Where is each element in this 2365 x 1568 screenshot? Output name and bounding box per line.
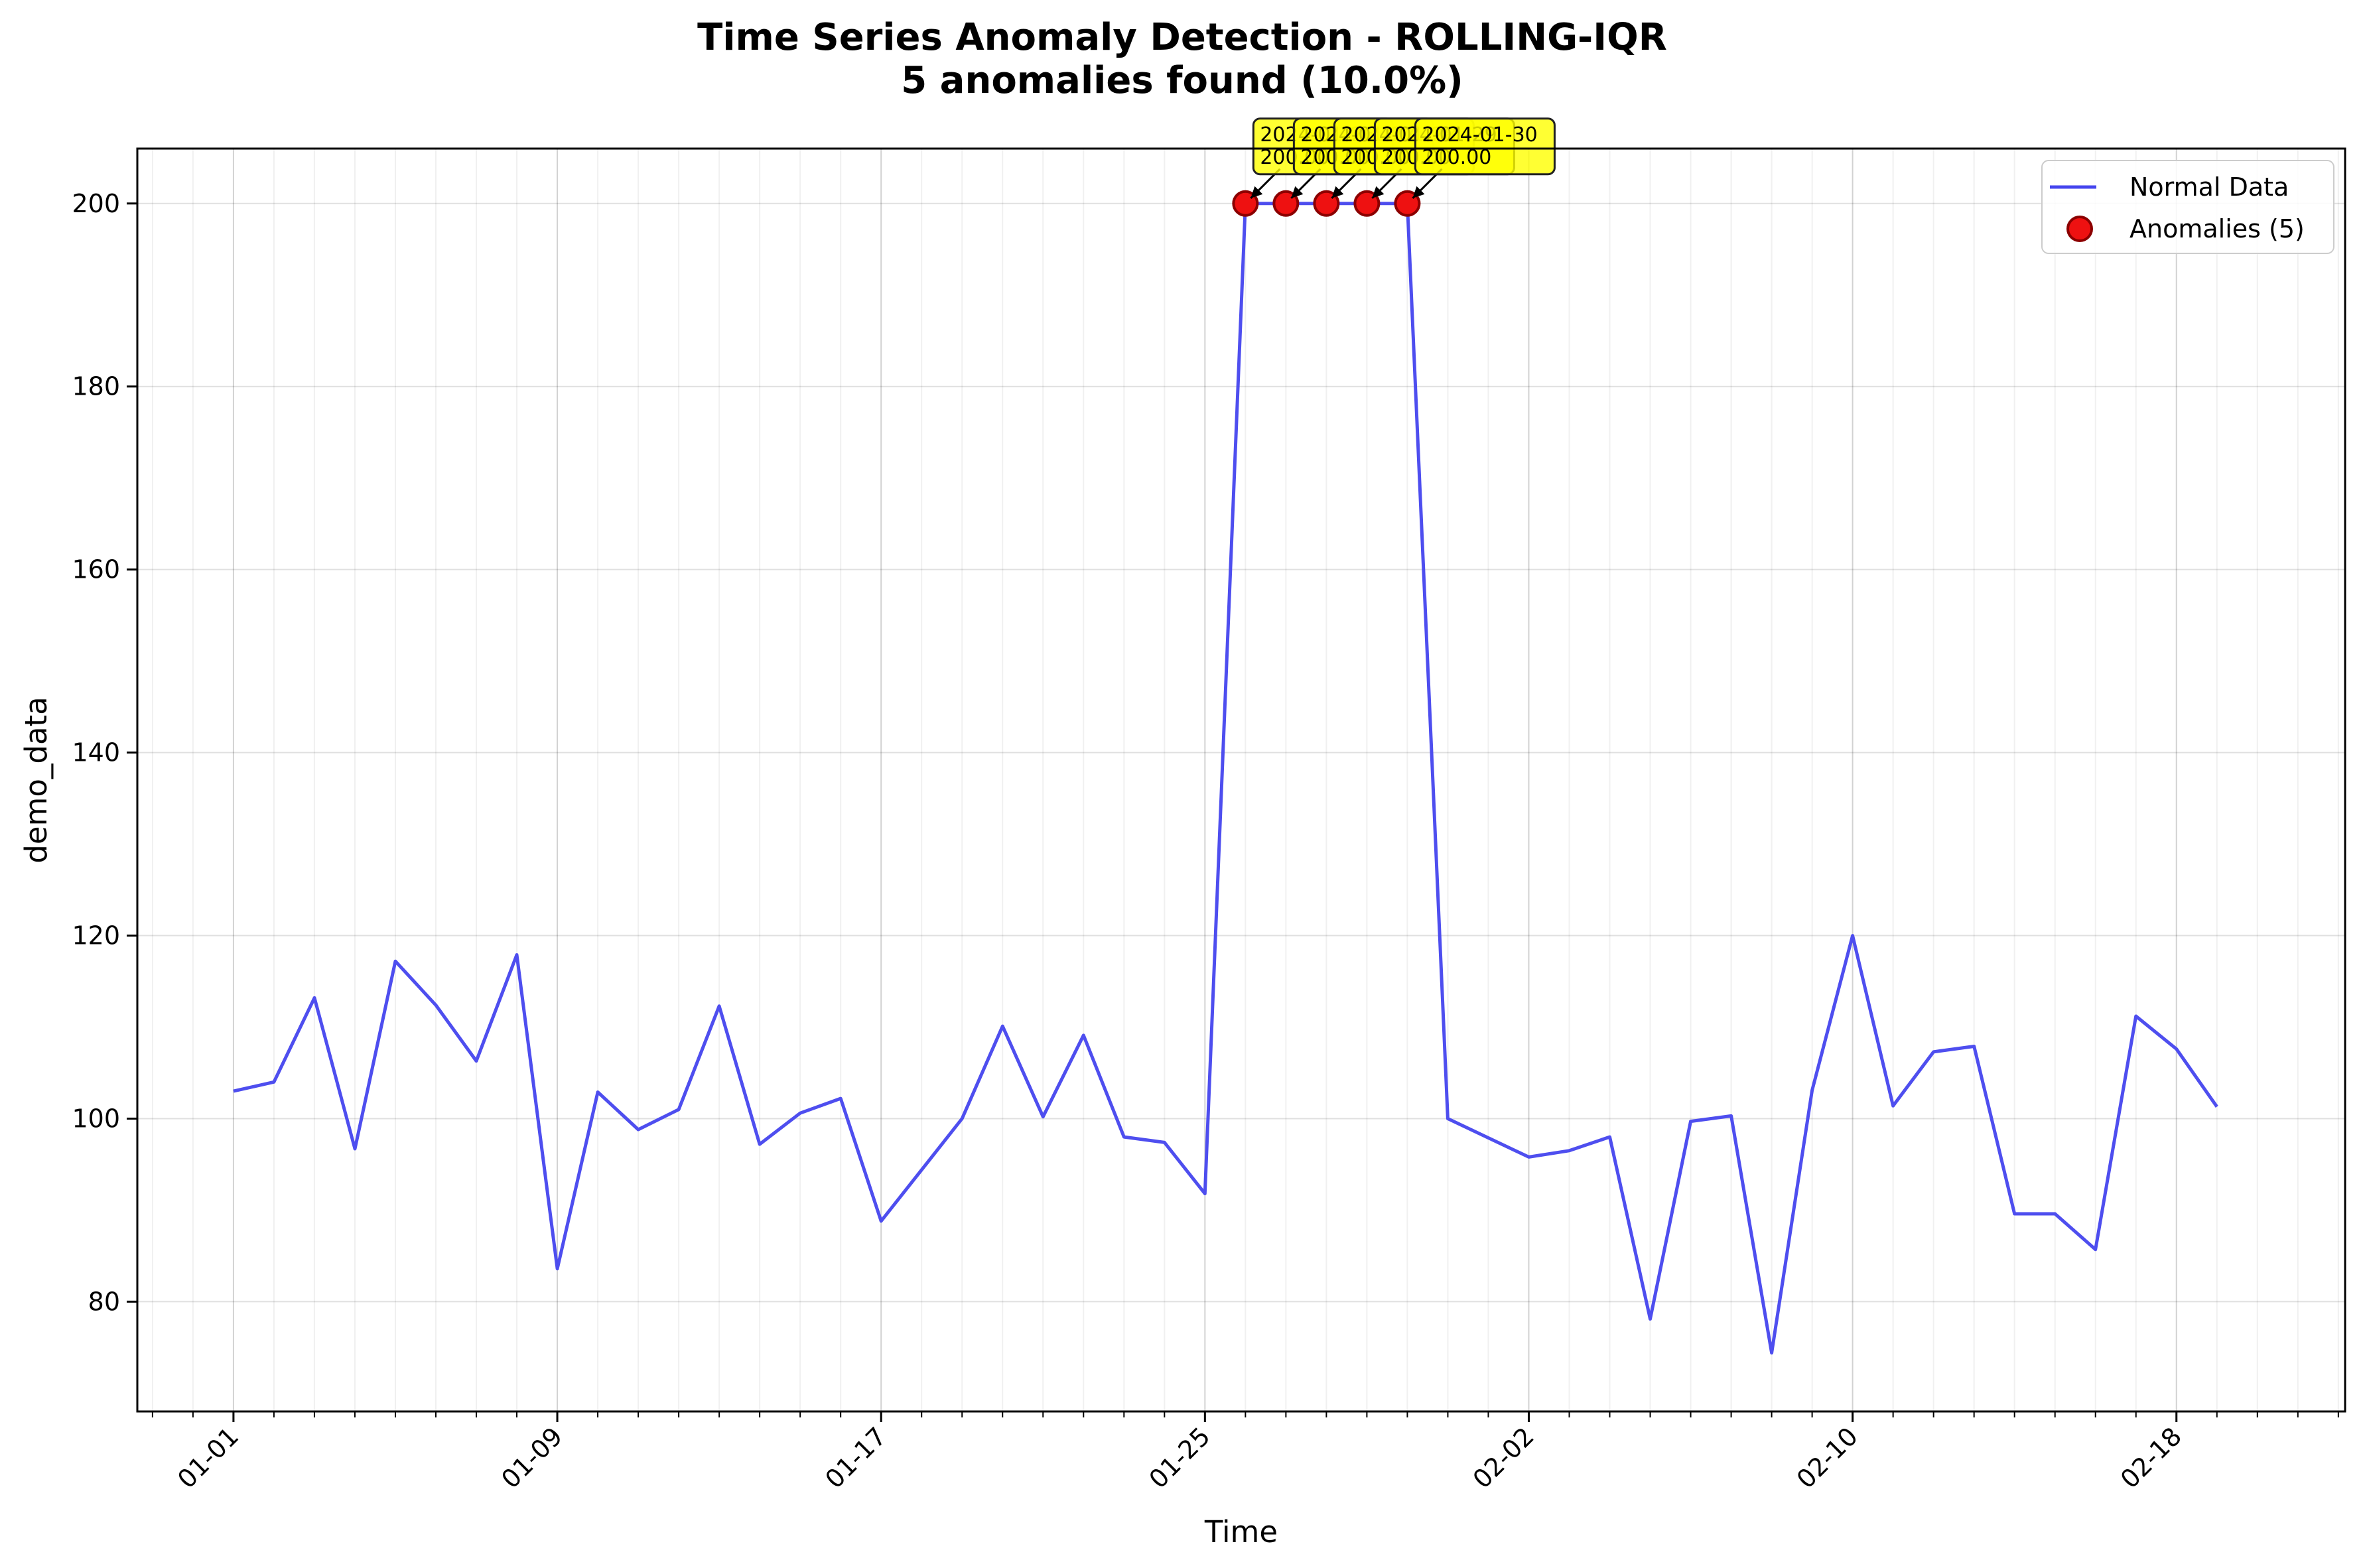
legend-label-anomalies: Anomalies (5) <box>2129 214 2305 243</box>
annotation-arrowhead <box>1412 186 1425 198</box>
legend-label-normal: Normal Data <box>2129 172 2289 202</box>
y-tick-label: 180 <box>72 372 120 401</box>
y-tick-label: 160 <box>72 555 120 584</box>
annotation-date: 2024-01-30 <box>1422 123 1537 147</box>
normal-data-line <box>233 202 2218 1355</box>
plot-frame <box>136 147 2346 1413</box>
annotation-arrowhead <box>1331 186 1344 198</box>
annotation-arrowhead <box>1291 186 1304 198</box>
legend: Normal Data Anomalies (5) <box>2041 160 2334 254</box>
annotation-box <box>1414 117 1556 176</box>
annotation-value: 200.00 <box>1422 146 1491 169</box>
chart-title: Time Series Anomaly Detection - ROLLING-… <box>697 16 1667 59</box>
legend-box <box>2041 160 2334 254</box>
y-tick-label: 120 <box>72 921 120 950</box>
y-tick-label: 140 <box>72 738 120 767</box>
y-axis-ticks: 80 100 120 140 160 180 200 <box>72 189 137 1316</box>
x-axis-label: Time <box>1204 1514 1278 1549</box>
y-tick-label: 100 <box>72 1104 120 1133</box>
major-grid <box>137 149 2345 1411</box>
series-normal-data <box>233 202 2218 1355</box>
chart-subtitle: 5 anomalies found (10.0%) <box>901 59 1463 102</box>
y-tick-label: 200 <box>72 189 120 218</box>
annotation-arrowhead <box>1372 186 1385 198</box>
minor-grid <box>151 149 2339 1411</box>
y-tick-label: 80 <box>88 1287 120 1316</box>
y-axis-label: demo_data <box>19 696 54 863</box>
legend-anomaly-swatch <box>2066 216 2093 242</box>
anomaly-annotations: 2024-01-26200.002024-01-27200.002024-01-… <box>1250 117 1556 199</box>
annotation-arrowhead <box>1250 186 1263 198</box>
